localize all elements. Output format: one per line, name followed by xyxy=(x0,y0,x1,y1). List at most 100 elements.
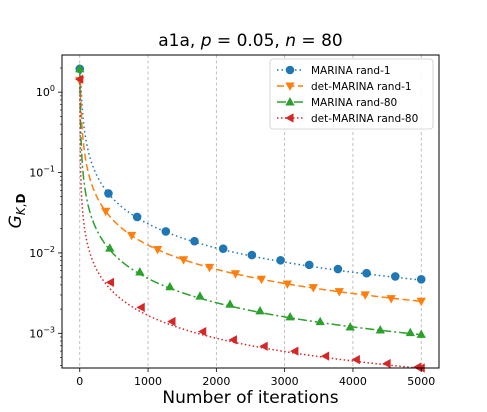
data-point xyxy=(167,316,176,327)
data-point xyxy=(390,272,400,281)
legend-label: det-MARINA rand-80 xyxy=(311,113,418,125)
legend-label: det-MARINA rand-1 xyxy=(311,81,412,93)
data-point xyxy=(135,267,145,276)
y-tick-label-base: 10 xyxy=(29,327,43,340)
x-tick-label: 3000 xyxy=(271,375,299,388)
x-tick-label: 4000 xyxy=(339,375,367,388)
y-tick-label-base: 10 xyxy=(29,247,43,260)
data-point xyxy=(362,268,371,278)
data-point xyxy=(416,297,426,307)
data-point xyxy=(416,329,426,338)
data-point xyxy=(228,335,237,345)
y-tick-label-exponent: −1 xyxy=(43,165,55,174)
data-point xyxy=(375,325,385,334)
y-tick-label-exponent: 0 xyxy=(50,84,55,93)
y-tick-label-exponent: −2 xyxy=(43,245,55,254)
data-point xyxy=(360,291,370,300)
data-point xyxy=(152,246,163,255)
series-line xyxy=(79,68,422,336)
y-axis-label: GK,D xyxy=(6,194,28,229)
data-point xyxy=(320,351,330,361)
data-point xyxy=(190,236,199,246)
data-point xyxy=(132,212,142,222)
data-point xyxy=(101,207,111,217)
legend-marker xyxy=(285,97,295,106)
data-point xyxy=(285,312,295,321)
data-point xyxy=(178,256,189,265)
chart-title-p-symbol: p xyxy=(200,31,212,51)
data-point xyxy=(218,244,228,253)
legend-marker xyxy=(285,82,295,91)
data-point xyxy=(105,243,115,252)
chart-title-dataset: a1a, xyxy=(158,31,200,51)
series-line xyxy=(79,79,422,370)
data-point xyxy=(165,281,175,291)
x-tick-label: 0 xyxy=(76,375,83,388)
data-point xyxy=(74,74,84,84)
data-point xyxy=(333,264,343,274)
data-point xyxy=(197,326,207,337)
x-axis-label: Number of iterations xyxy=(162,388,338,408)
series-layer xyxy=(74,64,426,373)
y-axis-label-sub-k: K xyxy=(14,206,28,215)
data-point xyxy=(255,306,265,315)
legend-marker xyxy=(285,65,295,75)
data-point xyxy=(136,302,145,313)
legend-label: MARINA rand-80 xyxy=(311,97,397,109)
data-point xyxy=(382,358,391,369)
data-point xyxy=(195,291,205,300)
data-point xyxy=(104,189,113,198)
legend-marker xyxy=(285,113,294,123)
data-point xyxy=(225,299,235,308)
y-axis-label-sub-d: D xyxy=(14,194,28,204)
data-point xyxy=(204,263,215,273)
plot-area-frame xyxy=(61,54,440,369)
legend-label: MARINA rand-1 xyxy=(311,65,391,77)
chart-title: a1a, p = 0.05, n = 80 xyxy=(158,31,342,51)
data-point xyxy=(75,64,85,73)
legend-item: MARINA rand-80 xyxy=(277,97,397,109)
data-point xyxy=(304,260,314,270)
legend: MARINA rand-1 det-MARINA rand-1 MARINA ran… xyxy=(269,58,434,130)
series-0 xyxy=(75,64,426,284)
legend-item: det-MARINA rand-1 xyxy=(277,81,412,93)
chart-title-n-symbol: n xyxy=(285,31,296,51)
data-point xyxy=(105,277,115,288)
legend-item: MARINA rand-1 xyxy=(277,65,391,77)
x-tick-label: 1000 xyxy=(134,375,162,388)
data-point xyxy=(256,275,267,285)
series-2 xyxy=(75,64,426,338)
data-point xyxy=(259,341,268,351)
data-point xyxy=(416,274,426,284)
data-point xyxy=(282,280,293,289)
data-point xyxy=(230,270,241,279)
y-tick-label: 10−2 xyxy=(29,245,55,260)
x-tick-label: 5000 xyxy=(407,375,435,388)
y-tick-label: 10−1 xyxy=(29,165,55,180)
data-point xyxy=(247,250,257,260)
y-tick-label-base: 10 xyxy=(29,167,43,180)
data-point xyxy=(161,227,171,236)
x-tick-label: 2000 xyxy=(202,375,230,388)
data-point xyxy=(405,327,415,337)
y-tick-label: 10−3 xyxy=(29,325,55,340)
legend-box xyxy=(269,58,434,130)
data-point xyxy=(290,346,299,356)
chart-title-p-value: = 0.05, xyxy=(212,31,286,51)
y-tick-label: 100 xyxy=(36,84,55,99)
data-point xyxy=(127,231,137,241)
data-point xyxy=(315,316,325,326)
legend-item: det-MARINA rand-80 xyxy=(277,113,418,125)
data-point xyxy=(386,295,396,304)
data-point xyxy=(308,284,318,293)
chart-title-n-value: = 80 xyxy=(296,31,343,51)
data-point xyxy=(334,288,344,297)
y-axis-label-main: G xyxy=(6,215,26,228)
y-axis-label-sub-comma: , xyxy=(14,204,28,208)
y-tick-label-exponent: −3 xyxy=(43,325,55,334)
data-point xyxy=(345,322,355,331)
data-point xyxy=(351,354,360,365)
data-point xyxy=(276,255,285,265)
